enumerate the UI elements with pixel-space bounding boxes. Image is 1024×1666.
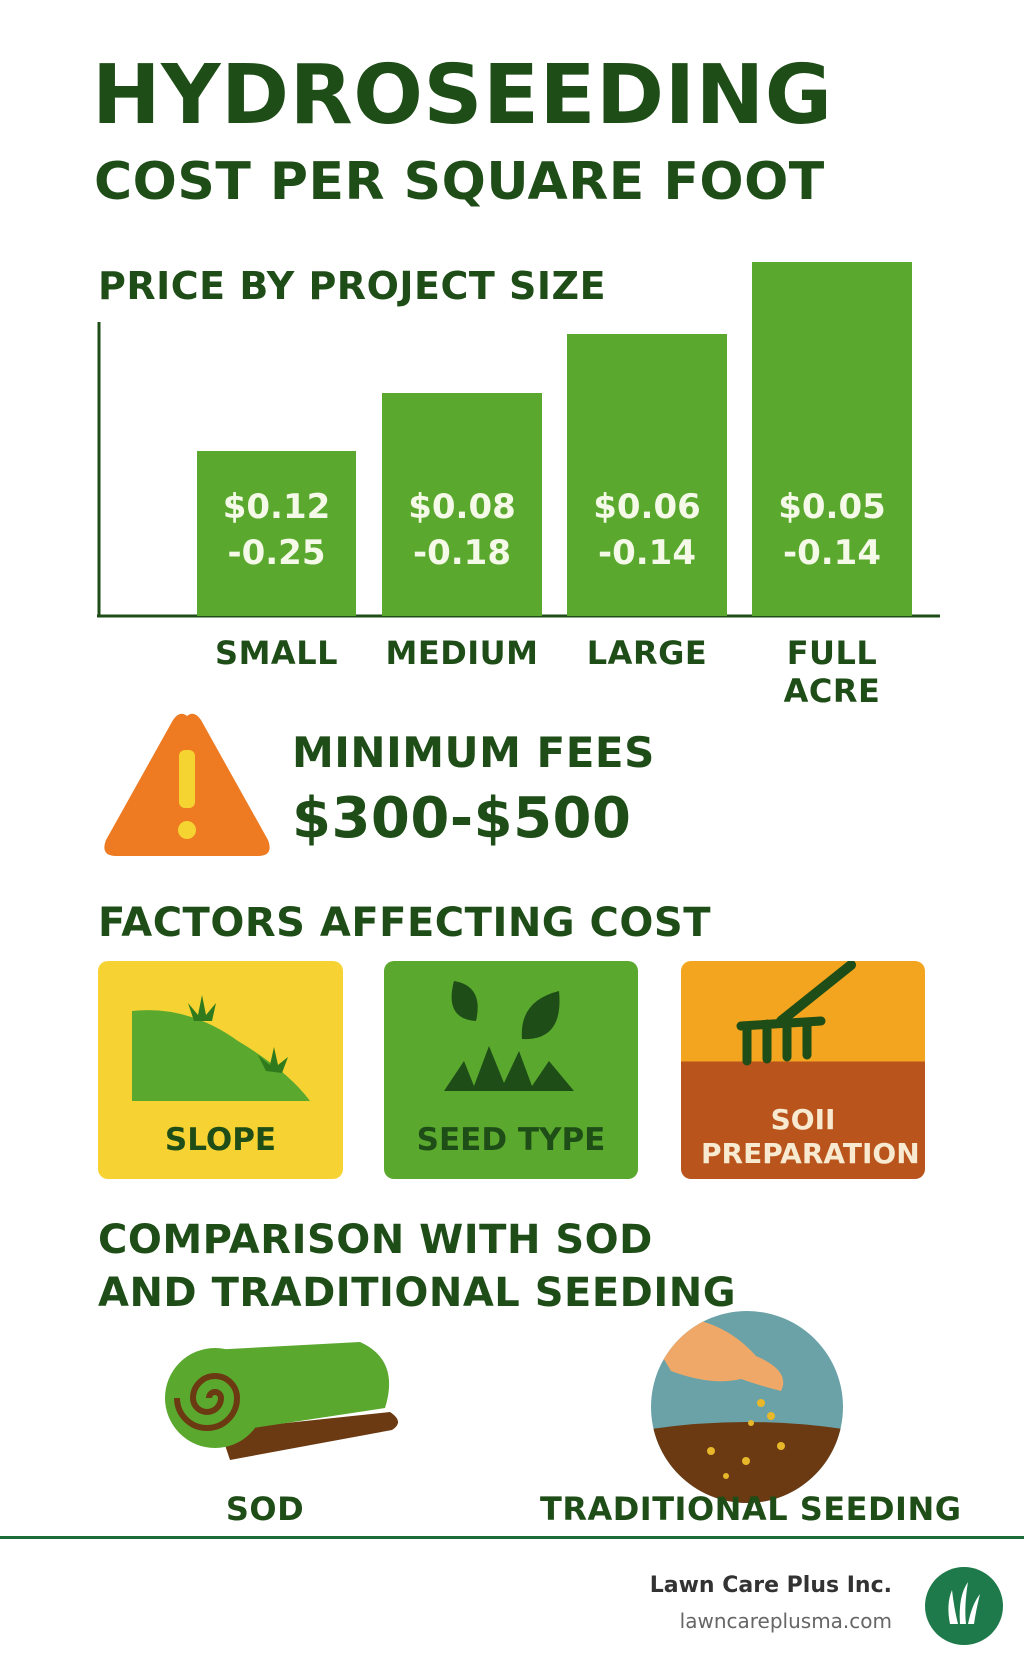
company-name: Lawn Care Plus Inc. xyxy=(649,1573,892,1598)
bar: $0.12 -0.25 xyxy=(197,451,356,616)
factor-card: SLOPE xyxy=(98,961,343,1179)
fee-heading: MINIMUM FEES xyxy=(292,728,655,777)
price-label: -0.14 xyxy=(598,533,696,573)
bar-label: MEDIUM xyxy=(385,634,539,672)
section-heading: COMPARISON WITH SOD AND TRADITIONAL SEEDI… xyxy=(98,1214,736,1320)
bar: $0.06 -0.14 xyxy=(567,334,727,616)
heading-line: COMPARISON WITH SOD xyxy=(98,1217,653,1263)
bar-label: SMALL xyxy=(215,634,338,672)
bar-label: FULL ACRE xyxy=(783,634,881,710)
chart-axes xyxy=(97,322,940,618)
section-heading: PRICE BY PROJECT SIZE xyxy=(98,264,607,308)
price-label: $0.12 xyxy=(222,487,331,527)
fee-value: $300-$500 xyxy=(292,786,632,851)
seeding-icon xyxy=(651,1311,843,1503)
section-heading: FACTORS AFFECTING COST xyxy=(98,900,712,946)
warning-icon xyxy=(104,713,270,856)
factor-label: SOII PREPARATION xyxy=(701,1103,920,1170)
factor-card: SEED TYPE xyxy=(384,961,638,1179)
bar: $0.05 -0.14 xyxy=(752,262,912,616)
heading-line: AND TRADITIONAL SEEDING xyxy=(98,1270,737,1316)
bar: $0.08 -0.18 xyxy=(382,393,542,616)
bar-label: LARGE xyxy=(586,634,708,672)
subtitle: COST PER SQUARE FOOT xyxy=(94,152,825,212)
factor-label: SLOPE xyxy=(164,1122,277,1158)
company-url: lawncareplusma.com xyxy=(679,1609,892,1633)
comparison-label: SOD xyxy=(225,1490,305,1528)
factor-label: SEED TYPE xyxy=(416,1122,606,1158)
price-label: -0.18 xyxy=(413,533,511,573)
price-label: $0.08 xyxy=(408,487,516,527)
logo xyxy=(925,1567,1003,1645)
price-label: -0.25 xyxy=(227,533,326,573)
sod-icon xyxy=(165,1342,399,1460)
price-label: $0.05 xyxy=(778,487,886,527)
comparison-label: TRADITIONAL SEEDING xyxy=(540,1490,962,1528)
price-label: -0.14 xyxy=(783,533,881,573)
price-label: $0.06 xyxy=(593,487,701,527)
divider xyxy=(0,1536,1024,1539)
factor-card: SOII PREPARATION xyxy=(681,961,925,1179)
title: HYDROSEEDING xyxy=(92,48,833,143)
